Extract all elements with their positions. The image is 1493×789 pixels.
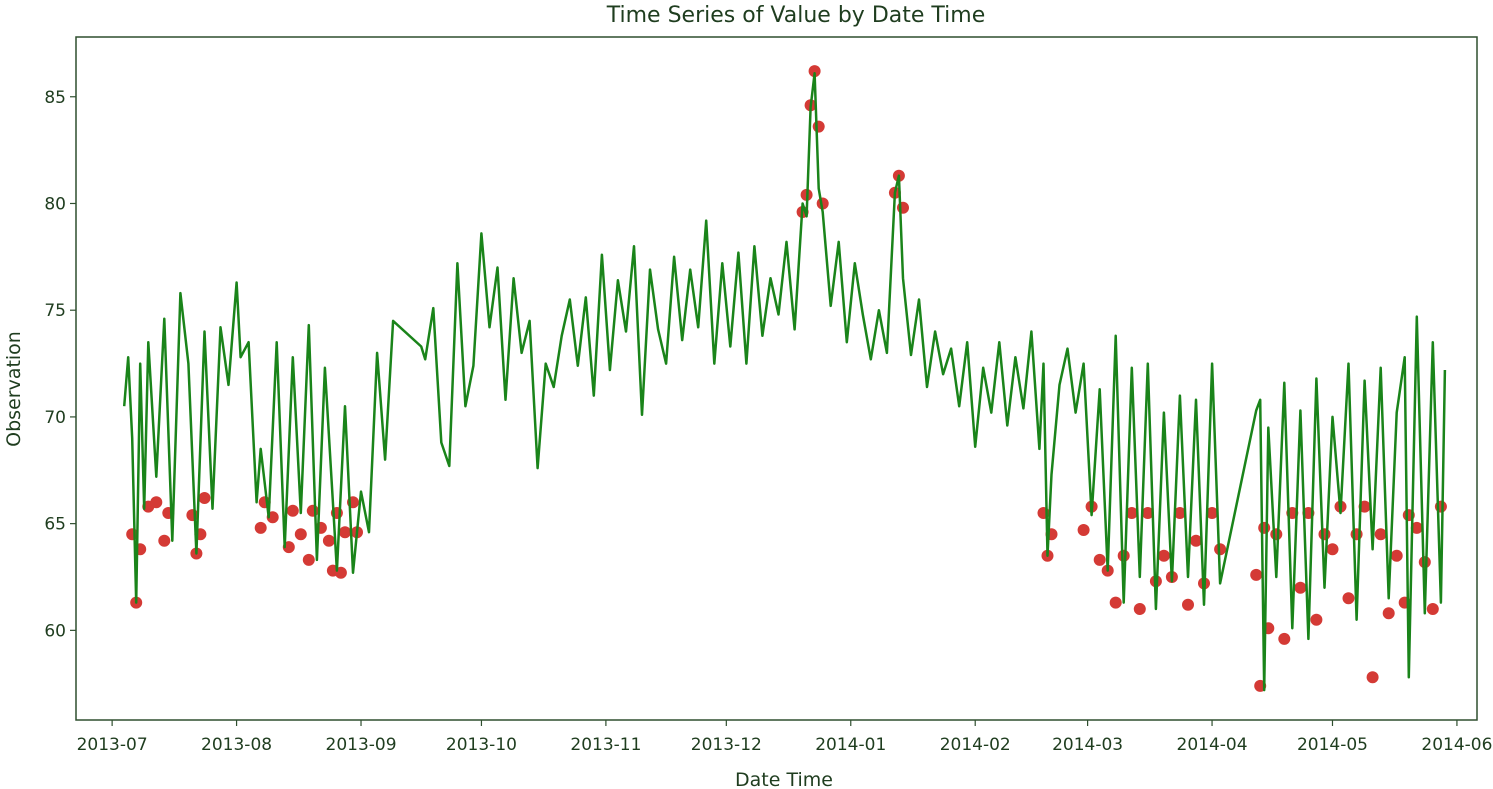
anomaly-point [158,534,171,547]
anomaly-point [1270,528,1283,541]
y-tick-label: 75 [44,301,66,321]
anomaly-point [1342,592,1355,605]
anomaly-point [1182,598,1194,611]
anomaly-point [1117,549,1130,562]
x-tick-label: 2013-11 [570,735,641,755]
anomaly-point [1258,521,1271,534]
x-tick-label: 2014-03 [1052,735,1123,755]
x-tick-label: 2014-02 [940,735,1011,755]
x-tick-label: 2013-09 [326,735,397,755]
y-tick-label: 85 [44,88,66,108]
anomaly-point [1206,507,1219,519]
anomaly-point [306,504,319,517]
anomaly-point [1133,603,1146,615]
anomaly-point [1382,607,1395,620]
y-tick-label: 80 [44,194,66,214]
x-tick-label: 2014-05 [1297,735,1368,755]
y-tick-label: 65 [44,515,66,535]
anomaly-point [1077,524,1090,536]
plot-area [75,36,1478,721]
anomaly-point [1093,553,1106,566]
anomaly-point [286,504,299,517]
x-tick-label: 2013-07 [77,735,148,755]
chart-title: Time Series of Value by Date Time [606,3,985,28]
anomaly-point [1141,507,1154,519]
x-tick-label: 2014-01 [815,735,886,755]
x-axis-label: Date Time [735,769,833,789]
x-axis: 2013-07 2013-08 2013-09 2013-10 2013-11 2013-… [77,720,1492,755]
anomaly-point [322,534,335,547]
anomaly-point [1109,596,1122,609]
anomaly-point [812,120,825,133]
anomaly-point [1173,507,1186,519]
anomaly-point [1278,632,1291,645]
x-tick-label: 2014-06 [1421,735,1492,755]
anomaly-point [1250,568,1263,581]
anomaly-point [254,521,267,534]
x-tick-label: 2013-12 [691,735,762,755]
series-line [122,72,1447,692]
anomaly-point [1418,556,1431,569]
x-tick-label: 2013-10 [446,735,517,755]
anomaly-point [1310,613,1323,626]
y-axis: 60 65 70 75 80 85 [44,88,76,641]
x-tick-label: 2013-08 [201,735,272,755]
anomaly-point [1374,528,1387,541]
anomaly-point [1294,581,1307,594]
anomaly-point [1410,521,1423,534]
anomaly-point [1326,543,1339,556]
anomaly-point [1318,528,1331,541]
anomaly-point [1426,603,1439,615]
anomaly-point [1190,534,1202,547]
y-tick-label: 70 [44,408,66,428]
anomaly-point [808,65,821,78]
anomaly-point [302,553,315,566]
anomaly-point [1157,549,1170,562]
anomaly-point [1125,507,1138,519]
y-tick-label: 60 [44,621,66,641]
anomaly-point [339,526,351,539]
anomaly-point [1366,671,1379,684]
y-axis-label: Observation [3,331,25,447]
observation-line [122,72,1447,692]
anomaly-point [1390,549,1403,562]
x-tick-label: 2014-04 [1177,735,1248,755]
anomaly-point [150,496,163,509]
anomaly-point [294,528,307,541]
anomaly-point [198,492,211,504]
